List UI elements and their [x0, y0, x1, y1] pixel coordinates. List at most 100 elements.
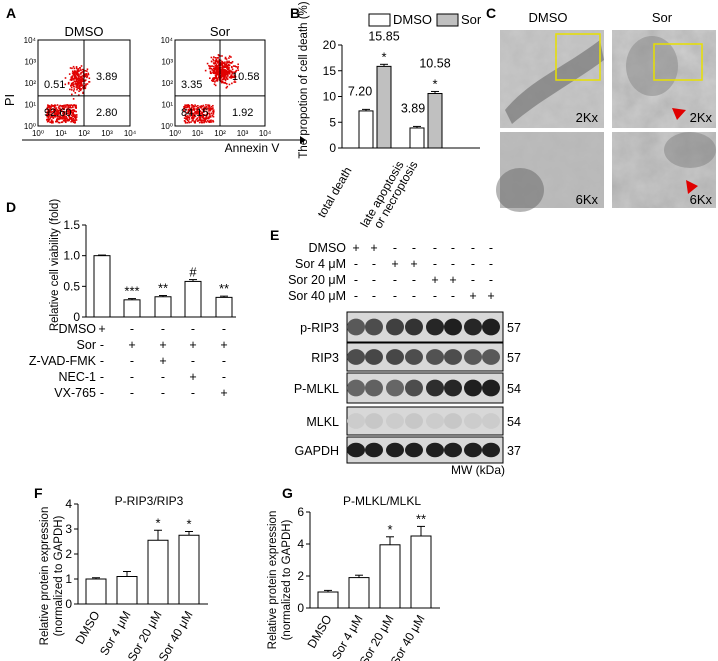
flow-event-dot	[69, 105, 71, 107]
flow-event-dot	[72, 119, 75, 122]
flow-event-dot	[78, 94, 80, 96]
flow-event-dot	[50, 121, 53, 123]
flow-event-dot	[68, 118, 70, 121]
flow-event-dot	[217, 68, 220, 71]
flow-event-dot	[54, 111, 56, 113]
flow-event-dot	[76, 70, 79, 72]
flow-event-dot	[198, 121, 201, 124]
flow-y-tick: 10⁰	[161, 122, 173, 131]
d-ylabel: Relative cell viability (fold)	[49, 199, 61, 331]
quadrant-ul-value: 0.51	[44, 79, 65, 91]
flow-event-dot	[46, 115, 48, 118]
flow-event-dot	[185, 108, 188, 111]
flow-event-dot	[67, 81, 70, 84]
flow-event-dot	[218, 68, 221, 70]
b-legend: DMSO Sor	[368, 12, 482, 27]
bar	[154, 296, 172, 318]
y-tick-label: 0	[297, 601, 304, 615]
flow-event-dot	[208, 117, 210, 120]
flow-event-dot	[61, 121, 64, 123]
flow-event-dot	[217, 60, 220, 63]
blot-band	[426, 318, 444, 336]
flow-event-dot	[191, 106, 193, 108]
flow-event-dot	[218, 54, 220, 57]
flow-event-dot	[185, 115, 188, 118]
flow-event-dot	[224, 78, 227, 81]
flow-event-dot	[75, 116, 77, 118]
flow-event-dot	[80, 73, 82, 75]
flow-event-dot	[63, 111, 66, 113]
flow-event-dot	[223, 62, 226, 65]
flow-event-dot	[57, 107, 60, 109]
flow-event-dot	[65, 108, 68, 111]
flow-event-dot	[84, 87, 86, 90]
flow-event-dot	[223, 76, 226, 79]
flow-event-dot	[62, 116, 64, 119]
flow-event-dot	[201, 105, 204, 108]
blot-band	[405, 379, 423, 397]
flow-event-dot	[66, 110, 69, 112]
flow-event-dot	[73, 116, 76, 118]
flow-event-dot	[185, 106, 187, 109]
flow-event-dot	[228, 70, 230, 72]
flow-event-dot	[49, 106, 51, 108]
flow-event-dot	[205, 104, 207, 106]
flow-event-dot	[71, 109, 74, 111]
flow-event-dot	[208, 104, 211, 107]
flow-event-dot	[219, 68, 222, 71]
flow-event-dot	[190, 104, 193, 106]
flow-event-dot	[78, 80, 80, 82]
panel-letter-g: G	[282, 485, 293, 501]
flow-event-dot	[66, 104, 69, 106]
flow-event-dot	[190, 121, 192, 123]
flow-event-dot	[222, 73, 224, 76]
flow-event-dot	[192, 106, 195, 108]
flow-event-dot	[67, 109, 70, 111]
d-row-label: VX-765	[54, 386, 96, 400]
y-tick-label: 2	[65, 547, 72, 561]
flow-event-dot	[72, 106, 74, 109]
flow-event-dot	[204, 107, 206, 110]
flow-event-dot	[78, 73, 80, 76]
flow-event-dot	[197, 107, 199, 109]
flow-event-dot	[228, 61, 230, 64]
flow-event-dot	[214, 72, 216, 75]
significance-mark: *	[155, 515, 160, 530]
flow-event-dot	[48, 104, 50, 107]
flow-event-dot	[68, 111, 71, 114]
flow-event-dot	[213, 56, 215, 58]
flow-event-dot	[225, 69, 228, 72]
d-grid-sign: -	[191, 354, 195, 368]
e-row-label: Sor 20 μM	[288, 273, 346, 287]
flow-event-dot	[226, 78, 229, 80]
flow-event-dot	[50, 111, 52, 113]
flow-event-dot	[230, 62, 233, 64]
flow-event-dot	[75, 84, 78, 86]
y-tick-label: 4	[65, 497, 72, 511]
flow-event-dot	[194, 121, 196, 124]
d-grid-sign: -	[161, 370, 165, 384]
flow-event-dot	[230, 77, 233, 79]
flow-event-dot	[224, 57, 227, 60]
blot-mw: 57	[507, 351, 521, 365]
flow-event-dot	[212, 67, 215, 70]
blot-band	[365, 349, 383, 365]
flow-event-dot	[220, 74, 223, 77]
flow-event-dot	[220, 80, 223, 83]
flow-event-dot	[86, 76, 88, 79]
flow-event-dot	[212, 80, 215, 82]
flow-event-dot	[71, 70, 74, 73]
flow-event-dot	[187, 110, 190, 113]
annexin-arrow-icon	[300, 136, 306, 144]
blot-band	[347, 349, 365, 365]
flow-event-dot	[64, 77, 67, 79]
flow-event-dot	[220, 62, 222, 64]
flow-event-dot	[218, 71, 220, 73]
blot-band	[347, 318, 365, 336]
flow-event-dot	[231, 68, 234, 71]
flow-event-dot	[203, 114, 206, 116]
flow-event-dot	[48, 105, 50, 108]
flow-event-dot	[219, 79, 222, 82]
flow-event-dot	[75, 72, 77, 74]
e-grid-sign: +	[469, 289, 476, 303]
